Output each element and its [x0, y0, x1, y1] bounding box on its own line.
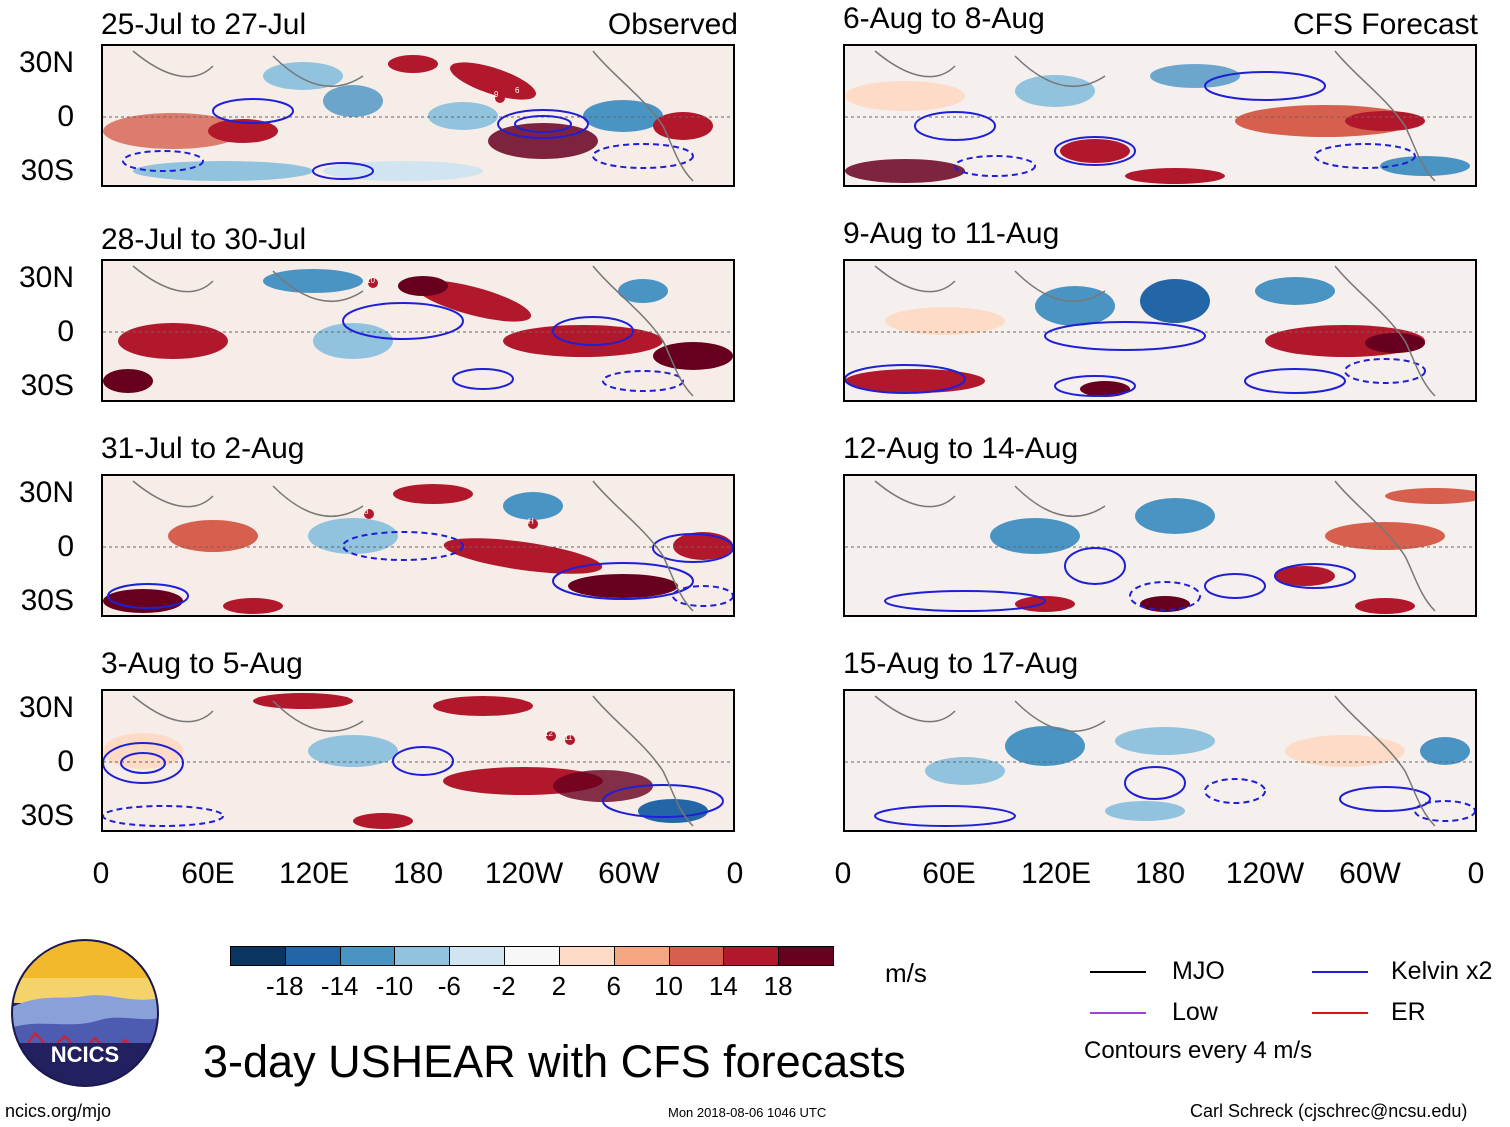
colorbar-swatch [504, 946, 560, 966]
panel-title-obs-2: 28-Jul to 30-Jul [101, 223, 307, 256]
legend-line-kelvin [1312, 971, 1368, 973]
colorbar-swatch [778, 946, 834, 966]
panel-title-obs-3: 31-Jul to 2-Aug [101, 432, 305, 465]
ncics-logo: NCICS [10, 938, 160, 1088]
xtick: 120E [1020, 857, 1092, 890]
panel-title-fc-1: 6-Aug to 8-Aug [843, 2, 1045, 35]
map-panel-forecast-4 [843, 689, 1477, 832]
colorbar-tick-label: -14 [320, 971, 359, 1001]
ytick-0: 0 [57, 530, 74, 563]
xtick: 120W [1225, 857, 1305, 890]
legend-label-er: ER [1391, 998, 1426, 1026]
storm-marker: 12 [544, 729, 553, 738]
xtick: 0 [834, 857, 852, 890]
colorbar-swatch [558, 946, 615, 966]
storm-marker: 9 [494, 90, 499, 99]
timestamp: Mon 2018-08-06 1046 UTC [668, 1105, 827, 1120]
colorbar-swatch [613, 946, 670, 966]
colorbar-tick-label: 2 [551, 971, 567, 1001]
xtick: 120E [278, 857, 350, 890]
colorbar-tick-label: -2 [492, 971, 516, 1001]
storm-marker: 8 [364, 507, 369, 516]
xtick: 60W [598, 857, 660, 890]
legend-label-low: Low [1172, 998, 1218, 1026]
xtick: 0 [1467, 857, 1485, 890]
credit: Carl Schreck (cjschrec@ncsu.edu) [1190, 1101, 1468, 1121]
legend-label-mjo: MJO [1172, 957, 1225, 985]
map-panel-forecast-3 [843, 474, 1477, 617]
contour-note: Contours every 4 m/s [1084, 1037, 1313, 1064]
legend-line-er [1312, 1012, 1368, 1014]
ytick-30s: 30S [20, 584, 74, 617]
colorbar-swatch [394, 946, 451, 966]
storm-marker: 10 [366, 276, 375, 285]
xtick: 0 [92, 857, 110, 890]
ytick-30n: 30N [18, 261, 74, 294]
map-panel-forecast-2 [843, 259, 1477, 402]
colorbar-swatch [230, 946, 286, 966]
map-panel-observed-4 [101, 689, 735, 832]
legend-label-kelvin: Kelvin x2 [1391, 957, 1493, 985]
colorbar-tick-label: 18 [763, 971, 793, 1001]
observed-label: Observed [607, 8, 738, 41]
map-panel-observed-2 [101, 259, 735, 402]
storm-marker: H [528, 517, 534, 526]
colorbar-tick-label: -18 [266, 971, 304, 1001]
panel-title-fc-3: 12-Aug to 14-Aug [843, 432, 1079, 465]
figure-title: 3-day USHEAR with CFS forecasts [203, 1036, 906, 1087]
xtick: 120W [484, 857, 564, 890]
storm-marker: 6 [515, 86, 520, 95]
xtick: 0 [726, 857, 744, 890]
forecast-label: CFS Forecast [1292, 8, 1478, 41]
logo-text: NCICS [51, 1042, 119, 1067]
colorbar-tick-label: 10 [654, 971, 683, 1001]
legend-line-mjo [1090, 971, 1146, 973]
colorbar-swatch [668, 946, 725, 966]
map-panel-observed-3 [101, 474, 735, 617]
xtick: 60E [181, 857, 235, 890]
colorbar-swatch [339, 946, 396, 966]
xtick: 180 [1134, 857, 1186, 890]
ytick-0: 0 [57, 100, 74, 133]
legend-line-low [1090, 1012, 1146, 1014]
ytick-30s: 30S [20, 369, 74, 402]
xtick: 60E [922, 857, 976, 890]
xtick: 60W [1339, 857, 1401, 890]
ytick-0: 0 [57, 745, 74, 778]
colorbar-unit: m/s [885, 958, 927, 988]
ytick-30s: 30S [20, 799, 74, 832]
colorbar-swatch [284, 946, 341, 966]
map-panel-observed-1 [101, 44, 735, 187]
colorbar-tick-label: -10 [375, 971, 414, 1001]
colorbar-swatch [449, 946, 506, 966]
xtick: 180 [392, 857, 444, 890]
panel-title-fc-4: 15-Aug to 17-Aug [843, 647, 1079, 680]
panel-title-obs-1: 25-Jul to 27-Jul [101, 8, 307, 41]
panel-title-fc-2: 9-Aug to 11-Aug [843, 217, 1060, 250]
colorbar-swatch [723, 946, 780, 966]
ytick-0: 0 [57, 315, 74, 348]
ytick-30n: 30N [18, 476, 74, 509]
map-panel-forecast-1 [843, 44, 1477, 187]
ytick-30s: 30S [20, 154, 74, 187]
storm-marker: 11 [564, 733, 573, 742]
colorbar-tick-label: 6 [606, 971, 621, 1001]
colorbar-tick-label: -6 [437, 971, 461, 1001]
website-link[interactable]: ncics.org/mjo [5, 1101, 112, 1121]
panel-title-obs-4: 3-Aug to 5-Aug [101, 647, 303, 680]
colorbar-tick-label: 14 [708, 971, 738, 1001]
ytick-30n: 30N [18, 46, 74, 79]
ytick-30n: 30N [18, 691, 74, 724]
